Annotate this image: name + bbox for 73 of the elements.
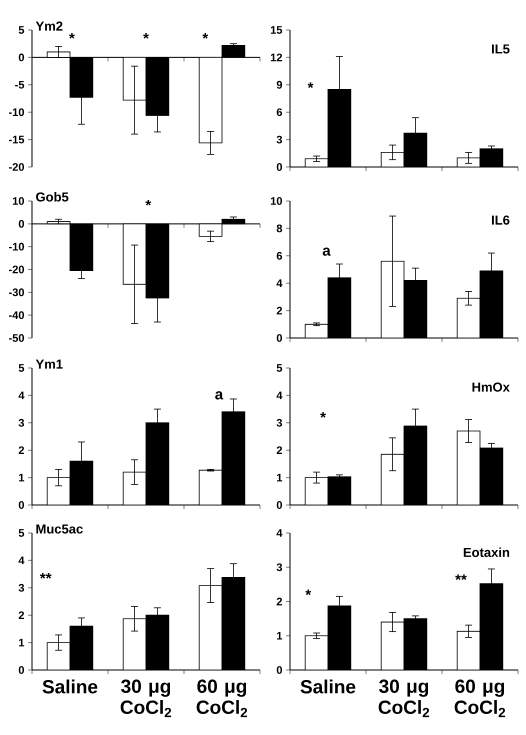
- annotation: *: [69, 33, 75, 39]
- annotation: *: [308, 82, 314, 88]
- chart-title: Ym1: [36, 360, 63, 369]
- y-tick-label: 0: [18, 666, 24, 674]
- y-tick-label: 2: [276, 446, 282, 454]
- y-tick-label: 3: [18, 584, 24, 592]
- y-tick-label: 4: [18, 392, 24, 400]
- text: IL5: [492, 44, 510, 54]
- y-tick-label: 8: [276, 224, 282, 232]
- y-tick-label: 5: [18, 364, 24, 372]
- y-tick-label: 4: [276, 279, 282, 287]
- y-tick-label: -20: [8, 163, 24, 171]
- y-tick-label: 10: [12, 197, 24, 205]
- y-tick-label: 3: [276, 418, 282, 427]
- y-tick-label: 1: [19, 638, 24, 646]
- annotation: *: [305, 589, 312, 596]
- y-tick-label: 0: [18, 501, 24, 509]
- chart-title: Gob5: [36, 192, 68, 202]
- x-tick-label: 60 μg CoCl$_{2}$: [196, 680, 248, 718]
- y-tick-label: 3: [276, 563, 282, 572]
- y-tick-label: 4: [18, 556, 24, 564]
- y-tick-label: 2: [18, 446, 24, 454]
- y-tick-label: 0: [276, 666, 282, 674]
- y-tick-label: 6: [276, 108, 282, 116]
- x-tick-label: 60 μg CoCl$_{2}$: [454, 680, 506, 718]
- annotation: **: [40, 573, 52, 579]
- y-tick-label: 3: [276, 136, 282, 144]
- y-tick-label: -10: [8, 242, 24, 251]
- y-tick-label: -30: [8, 288, 24, 296]
- y-tick-label: 5: [276, 364, 282, 372]
- y-tick-label: -15: [8, 136, 24, 144]
- y-tick-label: 3: [18, 418, 24, 427]
- y-tick-label: 15: [270, 26, 282, 34]
- x-tick-label: Saline: [42, 680, 98, 694]
- y-tick-label: 5: [18, 529, 24, 537]
- y-tick-label: 12: [270, 54, 282, 62]
- text: Eotaxin: [464, 547, 510, 558]
- y-tick-label: 1: [277, 474, 282, 482]
- annotation: *: [143, 33, 149, 39]
- y-tick-label: 0: [18, 54, 24, 62]
- y-tick-label: 6: [276, 252, 282, 260]
- annotation: *: [202, 33, 208, 39]
- y-tick-label: 2: [18, 611, 24, 620]
- y-tick-label: 2: [276, 598, 282, 606]
- annotation: a: [215, 391, 224, 400]
- chart-title: Ym2: [36, 21, 62, 31]
- annotation: *: [145, 200, 152, 206]
- annotation: a: [322, 248, 331, 256]
- y-tick-label: 0: [18, 220, 24, 228]
- text: IL6: [492, 215, 510, 225]
- x-tick-label: 30 μg CoCl$_{2}$: [120, 680, 172, 718]
- annotation: *: [320, 412, 326, 418]
- y-tick-label: 0: [276, 163, 282, 171]
- y-tick-label: -50: [8, 334, 24, 342]
- y-tick-label: 5: [18, 26, 24, 34]
- y-tick-label: -5: [15, 80, 24, 89]
- y-tick-label: -20: [8, 266, 24, 274]
- y-tick-label: 4: [276, 529, 282, 537]
- y-tick-label: 10: [270, 197, 282, 205]
- y-tick-label: -40: [8, 311, 24, 320]
- annotation: **: [455, 574, 467, 580]
- y-tick-label: 1: [19, 474, 24, 482]
- text: HmOx: [472, 382, 510, 392]
- chart-title: Muc5ac: [36, 524, 83, 534]
- x-tick-label: Saline: [300, 680, 356, 694]
- y-tick-label: 1: [277, 632, 282, 640]
- y-tick-label: 9: [276, 80, 282, 89]
- y-tick-label: -10: [8, 108, 24, 116]
- y-tick-label: 0: [276, 501, 282, 509]
- y-tick-label: 0: [276, 334, 282, 342]
- y-tick-label: 4: [276, 392, 282, 400]
- x-tick-label: 30 μg CoCl$_{2}$: [378, 680, 430, 718]
- y-tick-label: 2: [276, 306, 282, 314]
